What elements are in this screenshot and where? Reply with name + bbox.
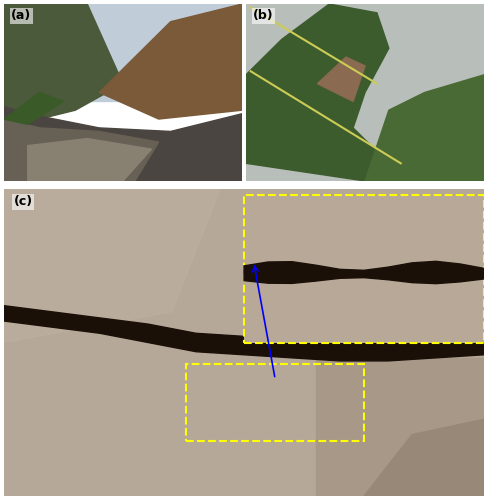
Polygon shape [4, 4, 123, 128]
Polygon shape [4, 119, 159, 181]
Polygon shape [4, 306, 484, 361]
Text: (b): (b) [253, 10, 274, 22]
Polygon shape [99, 4, 242, 119]
Polygon shape [316, 358, 484, 496]
Bar [186, 364, 364, 440]
Text: (a): (a) [11, 10, 31, 22]
Polygon shape [246, 4, 484, 181]
Polygon shape [4, 189, 484, 496]
Polygon shape [244, 262, 484, 283]
Polygon shape [364, 419, 484, 496]
Polygon shape [4, 4, 242, 102]
Polygon shape [4, 92, 63, 124]
Polygon shape [28, 138, 152, 181]
Text: (c): (c) [14, 195, 33, 208]
Polygon shape [4, 106, 242, 181]
Bar [244, 195, 484, 342]
Polygon shape [4, 189, 220, 342]
Polygon shape [365, 75, 484, 181]
Polygon shape [246, 4, 389, 181]
Polygon shape [317, 57, 365, 102]
